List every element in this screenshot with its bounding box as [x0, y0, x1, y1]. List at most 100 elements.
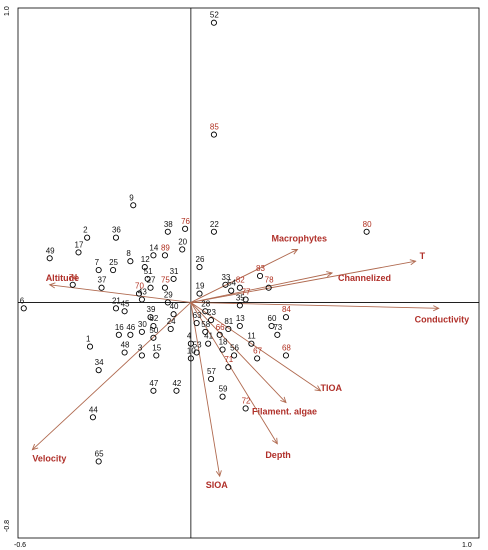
site-point [363, 228, 370, 235]
site-label: 58 [201, 320, 210, 329]
site-label: 71 [224, 355, 233, 364]
vector-arrow [190, 302, 221, 477]
site-label: 18 [219, 338, 228, 347]
site-label: 45 [121, 299, 130, 308]
site-point [282, 314, 290, 321]
site-point [282, 352, 290, 359]
site-label: 11 [247, 332, 256, 341]
site-label: 12 [141, 255, 150, 264]
site-label: 27 [147, 276, 156, 285]
site-point [225, 364, 232, 371]
site-point [236, 302, 243, 309]
site-point [95, 267, 102, 274]
site-label: 4 [187, 332, 192, 341]
site-label: 62 [149, 314, 158, 323]
site-point [236, 322, 243, 330]
site-label: 9 [129, 193, 134, 202]
site-point [46, 255, 53, 262]
site-point [112, 234, 120, 241]
site-point [202, 308, 209, 315]
vector-arrowhead [291, 248, 299, 255]
site-label: 15 [152, 343, 161, 352]
site-label: 68 [282, 343, 291, 352]
site-label: 49 [46, 246, 55, 255]
site-label: 8 [126, 249, 131, 258]
site-point [219, 393, 226, 400]
vector-arrowhead [326, 271, 334, 278]
vector-label: T [420, 251, 426, 261]
site-point [207, 317, 215, 324]
site-label: 37 [98, 276, 107, 285]
site-label: 39 [147, 305, 156, 314]
vector-label: Macrophytes [271, 233, 327, 243]
site-label: 89 [161, 243, 170, 252]
site-label: 74 [69, 273, 78, 282]
site-label: 73 [273, 323, 282, 332]
vector-arrowhead [433, 305, 440, 312]
site-label: 76 [181, 217, 190, 226]
site-point [144, 275, 151, 282]
site-point [196, 290, 203, 297]
site-label: 3 [138, 343, 143, 352]
site-point [153, 352, 160, 359]
site-point [115, 331, 122, 338]
site-label: 59 [219, 385, 228, 394]
site-point [110, 267, 117, 274]
site-label: 81 [224, 317, 233, 326]
site-point [121, 308, 128, 315]
site-label: 54 [227, 279, 236, 288]
x-min-tick: -0.6 [14, 542, 26, 549]
site-label: 63 [193, 311, 202, 320]
site-label: 41 [204, 332, 213, 341]
site-label: 10 [187, 346, 196, 355]
site-point [150, 322, 157, 330]
site-point [20, 305, 27, 312]
site-point [274, 331, 281, 338]
site-point [256, 272, 264, 279]
site-point [254, 355, 261, 362]
site-point [121, 349, 128, 356]
site-label: 34 [95, 358, 104, 367]
site-label: 72 [242, 396, 251, 405]
site-point [170, 311, 177, 318]
vector-arrow [190, 302, 287, 403]
site-point [138, 352, 145, 359]
site-label: 38 [164, 220, 173, 229]
site-point [207, 375, 215, 383]
site-label: 75 [161, 276, 170, 285]
site-point [141, 264, 148, 271]
site-label: 23 [207, 308, 216, 317]
site-label: 47 [149, 379, 158, 388]
vector-label: SIOA [206, 480, 229, 490]
site-label: 52 [210, 11, 219, 20]
site-point [164, 299, 171, 306]
vector-arrowhead [314, 385, 322, 392]
vector-arrow [190, 302, 321, 392]
site-point [242, 296, 249, 303]
vector-label: Altitude [46, 273, 80, 283]
site-point [179, 246, 186, 253]
site-point [210, 19, 217, 26]
site-label: 36 [112, 226, 121, 235]
site-label: 2 [83, 226, 88, 235]
site-point [161, 252, 168, 259]
site-label: 67 [253, 346, 262, 355]
site-point [150, 334, 157, 341]
site-point [147, 314, 154, 321]
site-label: 14 [149, 243, 158, 252]
x-max-tick: 1.0 [462, 542, 472, 549]
vector-arrowhead [48, 282, 56, 289]
vector-arrow [190, 272, 333, 303]
site-point [75, 249, 82, 256]
vector-label: Conductivity [415, 314, 470, 324]
site-point [173, 387, 180, 394]
site-point [187, 340, 194, 347]
site-point [167, 325, 174, 332]
site-label: 80 [363, 220, 372, 229]
site-label: 24 [167, 317, 176, 326]
vector-arrowhead [409, 259, 417, 266]
site-point [193, 349, 200, 356]
site-point [138, 328, 145, 335]
vector-label: Velocity [32, 454, 66, 464]
site-label: 25 [109, 258, 118, 267]
